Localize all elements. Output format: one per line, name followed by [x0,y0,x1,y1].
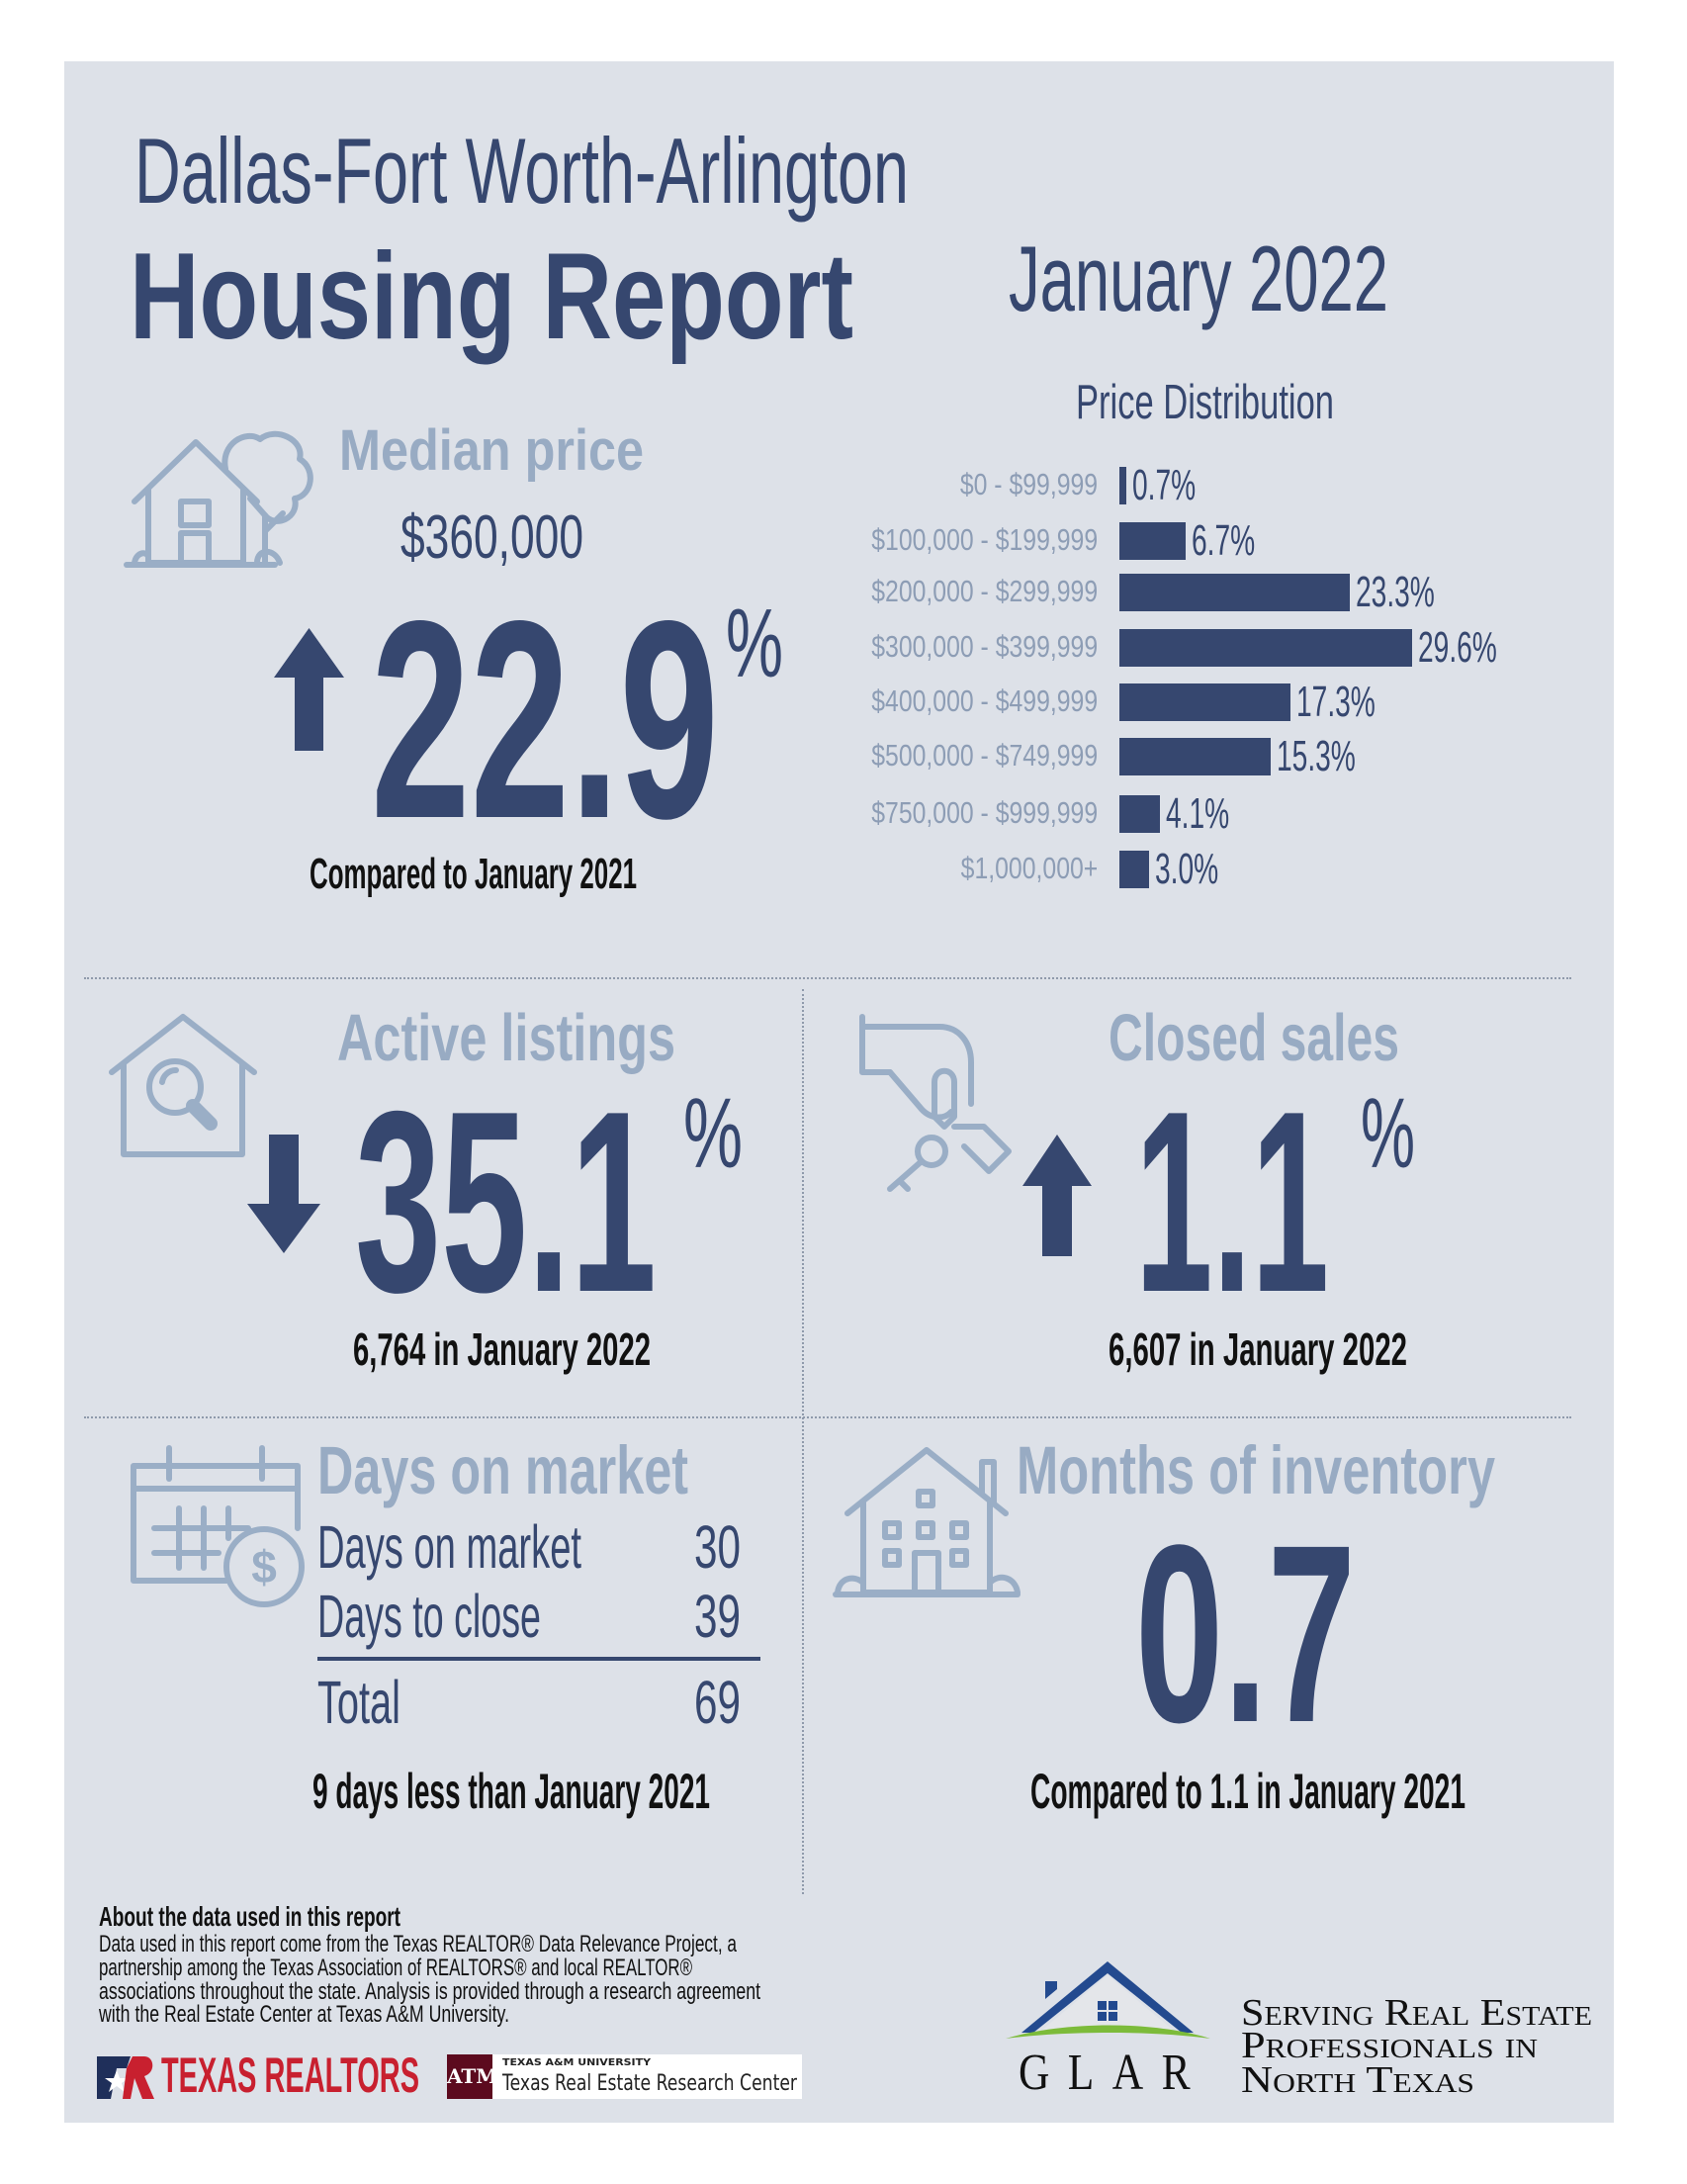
bar [1119,574,1350,611]
divider-vertical [802,989,804,1894]
bar-value-label: 23.3% [1356,568,1435,616]
days-on-market-row-label: Days on market [317,1513,581,1581]
active-listings-percent-sign: % [683,1078,743,1189]
texas-realtors-logo-text: TEXAS REALTORS [161,2048,419,2103]
total-row-value: 69 [694,1669,741,1736]
bar-category-label: $1,000,000+ [960,851,1098,885]
svg-text:$: $ [251,1541,277,1592]
days-on-market-comparison: 9 days less than January 2021 [312,1764,710,1819]
bar-category-label: $750,000 - $999,999 [871,795,1098,830]
closed-sales-change: 1.1 [1135,1058,1329,1346]
active-listings-label: Active listings [337,1001,675,1075]
closed-sales-label: Closed sales [1109,1001,1399,1075]
tamu-center-name: Texas Real Estate Research Center [502,2071,797,2096]
bar [1119,738,1271,775]
bar-value-label: 17.3% [1296,678,1376,726]
bar [1119,683,1290,721]
divider-horizontal [84,977,1571,979]
glar-house-logo-icon [1006,1961,1210,2039]
days-to-close-row-value: 39 [694,1583,741,1650]
tagline-line: Serving Real Estate [1241,1992,1592,2034]
report-period: January 2022 [1009,227,1388,330]
median-price-comparison: Compared to January 2021 [310,850,637,898]
days-on-market-heading: Days on market [317,1432,688,1508]
tamu-logo [447,2054,802,2099]
about-text-line: Data used in this report come from the T… [99,1931,737,1957]
bar [1119,467,1126,504]
building-house-icon [833,1447,1021,1597]
total-rule [317,1657,760,1661]
report-panel [64,61,1614,2123]
median-price-percent-sign: % [726,589,783,697]
active-listings-detail: 6,764 in January 2022 [353,1323,651,1375]
bar-category-label: $500,000 - $749,999 [871,738,1098,773]
bar [1119,795,1160,833]
house-tree-icon [124,430,313,568]
months-inventory-label: Months of inventory [1017,1432,1495,1508]
bar [1119,522,1186,560]
median-price-label: Median price [339,418,644,483]
chart-title: Price Distribution [1076,376,1334,429]
bar-category-label: $300,000 - $399,999 [871,629,1098,664]
about-text-line: associations throughout the state. Analy… [99,1978,760,2005]
bar-value-label: 6.7% [1192,516,1256,565]
bar-category-label: $200,000 - $299,999 [871,574,1098,608]
arrow-up-icon [1022,1135,1092,1256]
bar-value-label: 29.6% [1418,623,1497,672]
bar [1119,851,1149,888]
bar-value-label: 3.0% [1155,845,1219,893]
months-inventory-comparison: Compared to 1.1 in January 2021 [1030,1764,1465,1819]
calendar-dollar-icon: $ [131,1445,305,1607]
total-row-label: Total [317,1669,400,1736]
days-to-close-row-label: Days to close [317,1583,541,1650]
bar-category-label: $100,000 - $199,999 [871,522,1098,557]
hand-keys-icon [859,1014,1012,1192]
bar-value-label: 15.3% [1277,732,1356,780]
days-on-market-row-value: 30 [694,1513,741,1581]
about-text-line: with the Real Estate Center at Texas A&M… [99,2001,509,2028]
region-title: Dallas-Fort Worth-Arlington [134,119,910,223]
median-price-value: $360,000 [400,503,583,572]
bar-value-label: 0.7% [1132,461,1197,509]
about-title: About the data used in this report [99,1901,400,1932]
glar-logo-text: GLAR [1019,2045,1208,2101]
months-inventory-value: 0.7 [1135,1493,1356,1775]
tamu-emblem-icon: ATM [447,2054,497,2099]
median-price-change: 22.9 [371,563,719,877]
about-text-line: partnership among the Texas Association … [99,1955,692,1981]
page-title: Housing Report [130,228,853,365]
tagline-line: North Texas [1241,2059,1474,2101]
tagline-line: Professionals in [1241,2025,1538,2066]
arrow-down-icon [247,1135,320,1253]
bar-category-label: $0 - $99,999 [959,467,1098,501]
bar [1119,629,1412,667]
divider-horizontal [84,1416,1571,1418]
bar-category-label: $400,000 - $499,999 [871,683,1098,718]
home-search-icon [109,1014,257,1157]
active-listings-change: 35.1 [355,1058,657,1346]
closed-sales-detail: 6,607 in January 2022 [1109,1323,1407,1375]
closed-sales-percent-sign: % [1361,1078,1415,1189]
arrow-up-icon [274,628,344,751]
bar-value-label: 4.1% [1166,789,1230,838]
texas-realtors-logo-icon [97,2056,154,2099]
tamu-university-text: TEXAS A&M UNIVERSITY [502,2057,651,2068]
